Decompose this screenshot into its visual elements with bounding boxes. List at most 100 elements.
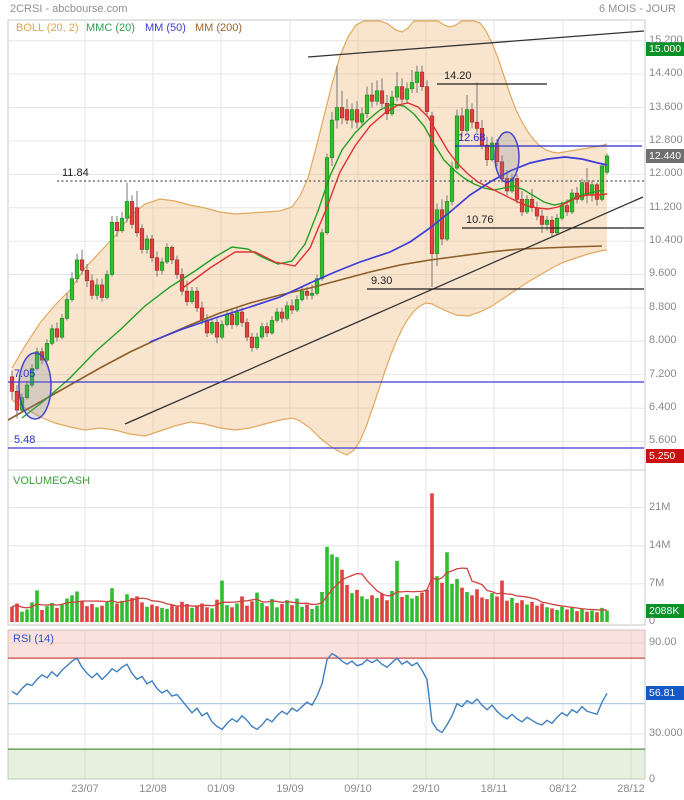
annotation-ellipse bbox=[494, 131, 520, 183]
candle-body bbox=[84, 270, 90, 282]
candle-body bbox=[299, 290, 305, 300]
legend-mmc20[interactable]: MMC (20) bbox=[86, 22, 135, 34]
volume-bar bbox=[195, 606, 199, 622]
candle-body bbox=[349, 109, 355, 121]
candle-body bbox=[399, 86, 405, 100]
volume-bar bbox=[290, 605, 294, 622]
price-axis-label: 9.600 bbox=[649, 267, 677, 280]
volume-bar bbox=[540, 603, 544, 622]
volume-bar bbox=[25, 609, 29, 622]
legend-mm50[interactable]: MM (50) bbox=[145, 22, 186, 34]
candle-body bbox=[169, 247, 175, 261]
candle-body bbox=[474, 121, 480, 129]
volume-bar bbox=[480, 597, 484, 622]
volume-bar bbox=[175, 606, 179, 622]
date-axis-label: 23/07 bbox=[71, 783, 99, 795]
rsi-axis-label: 30.000 bbox=[649, 726, 683, 739]
legend-bollinger[interactable]: BOLL (20, 2) bbox=[16, 22, 79, 34]
volume-bar bbox=[550, 608, 554, 622]
volume-bar bbox=[430, 493, 434, 622]
volume-bar bbox=[385, 600, 389, 622]
candle-body bbox=[164, 247, 170, 263]
volume-bar bbox=[535, 605, 539, 622]
volume-bar bbox=[435, 576, 439, 622]
volume-bar bbox=[240, 596, 244, 622]
candle-body bbox=[269, 320, 275, 334]
price-alert-high-badge: 15.000 bbox=[646, 42, 684, 57]
mm200-line bbox=[7, 245, 603, 421]
candle-body bbox=[24, 384, 30, 398]
candle-body bbox=[249, 336, 255, 348]
volume-axis-label: 0 bbox=[649, 615, 656, 627]
level-label-12-68: 12.68 bbox=[458, 132, 486, 144]
candle-body bbox=[589, 184, 595, 196]
candle-body bbox=[199, 307, 205, 321]
candle-body bbox=[229, 313, 235, 325]
volume-bar bbox=[445, 552, 449, 622]
volume-bar bbox=[330, 554, 334, 622]
date-axis-label: 18/11 bbox=[480, 783, 508, 795]
annotation-ellipse bbox=[18, 352, 52, 420]
candlestick-series bbox=[9, 65, 610, 419]
volume-bar bbox=[305, 604, 309, 622]
volume-bar bbox=[365, 599, 369, 622]
mm50-line bbox=[149, 156, 608, 343]
candle-body bbox=[344, 109, 350, 121]
candle-body bbox=[464, 109, 470, 131]
level-label-11-84: 11.84 bbox=[62, 167, 89, 179]
level-label-5-48: 5.48 bbox=[14, 434, 36, 446]
volume-bar bbox=[285, 600, 289, 622]
candle-body bbox=[244, 322, 250, 338]
rsi-line bbox=[11, 652, 608, 734]
volume-bar bbox=[205, 607, 209, 622]
candle-body bbox=[434, 209, 440, 254]
candle-body bbox=[209, 322, 215, 334]
legend-mm200[interactable]: MM (200) bbox=[195, 22, 243, 34]
candle-body bbox=[234, 311, 240, 325]
volume-bar bbox=[265, 606, 269, 622]
volume-bar bbox=[10, 606, 14, 622]
volume-bar bbox=[60, 604, 64, 622]
candle-body bbox=[379, 90, 385, 104]
candle-body bbox=[289, 305, 295, 311]
candle-body bbox=[484, 144, 490, 161]
candle-body bbox=[44, 343, 50, 361]
volume-bar bbox=[145, 606, 149, 622]
price-axis-label: 8.000 bbox=[649, 334, 677, 347]
volume-bar bbox=[110, 588, 114, 622]
volume-bar bbox=[270, 599, 274, 622]
rsi-panel-label: RSI (14) bbox=[13, 633, 54, 645]
volume-bar bbox=[510, 598, 514, 622]
candle-body bbox=[564, 205, 570, 213]
candle-body bbox=[499, 161, 505, 179]
candle-body bbox=[264, 326, 270, 334]
rsi-oversold-zone bbox=[8, 749, 645, 779]
candle-body bbox=[534, 207, 540, 217]
candle-body bbox=[559, 205, 565, 219]
candle-body bbox=[459, 115, 465, 131]
price-axis-label: 14.400 bbox=[649, 67, 683, 80]
candle-body bbox=[384, 103, 390, 115]
candle-body bbox=[309, 292, 315, 296]
candle-body bbox=[149, 238, 155, 259]
price-axis-label: 12.800 bbox=[649, 133, 683, 146]
candle-body bbox=[549, 219, 555, 234]
volume-bar bbox=[225, 605, 229, 622]
volume-axis-label: 21M bbox=[649, 500, 671, 513]
bollinger-upper bbox=[11, 20, 608, 369]
timeframe-label: 6 MOIS - JOUR bbox=[598, 3, 676, 15]
volume-axis-label: 14M bbox=[649, 538, 671, 551]
price-alert-low-badge: 5.250 bbox=[646, 449, 684, 464]
volume-axis-label: 7M bbox=[649, 576, 665, 589]
volume-bar bbox=[135, 596, 139, 622]
candle-body bbox=[504, 178, 510, 192]
candle-body bbox=[519, 199, 525, 213]
candle-body bbox=[304, 290, 310, 296]
volume-bar bbox=[410, 598, 414, 622]
volume-bar bbox=[315, 605, 319, 622]
price-axis-label: 13.600 bbox=[649, 100, 683, 113]
candle-body bbox=[294, 299, 300, 311]
volume-bar bbox=[475, 589, 479, 622]
